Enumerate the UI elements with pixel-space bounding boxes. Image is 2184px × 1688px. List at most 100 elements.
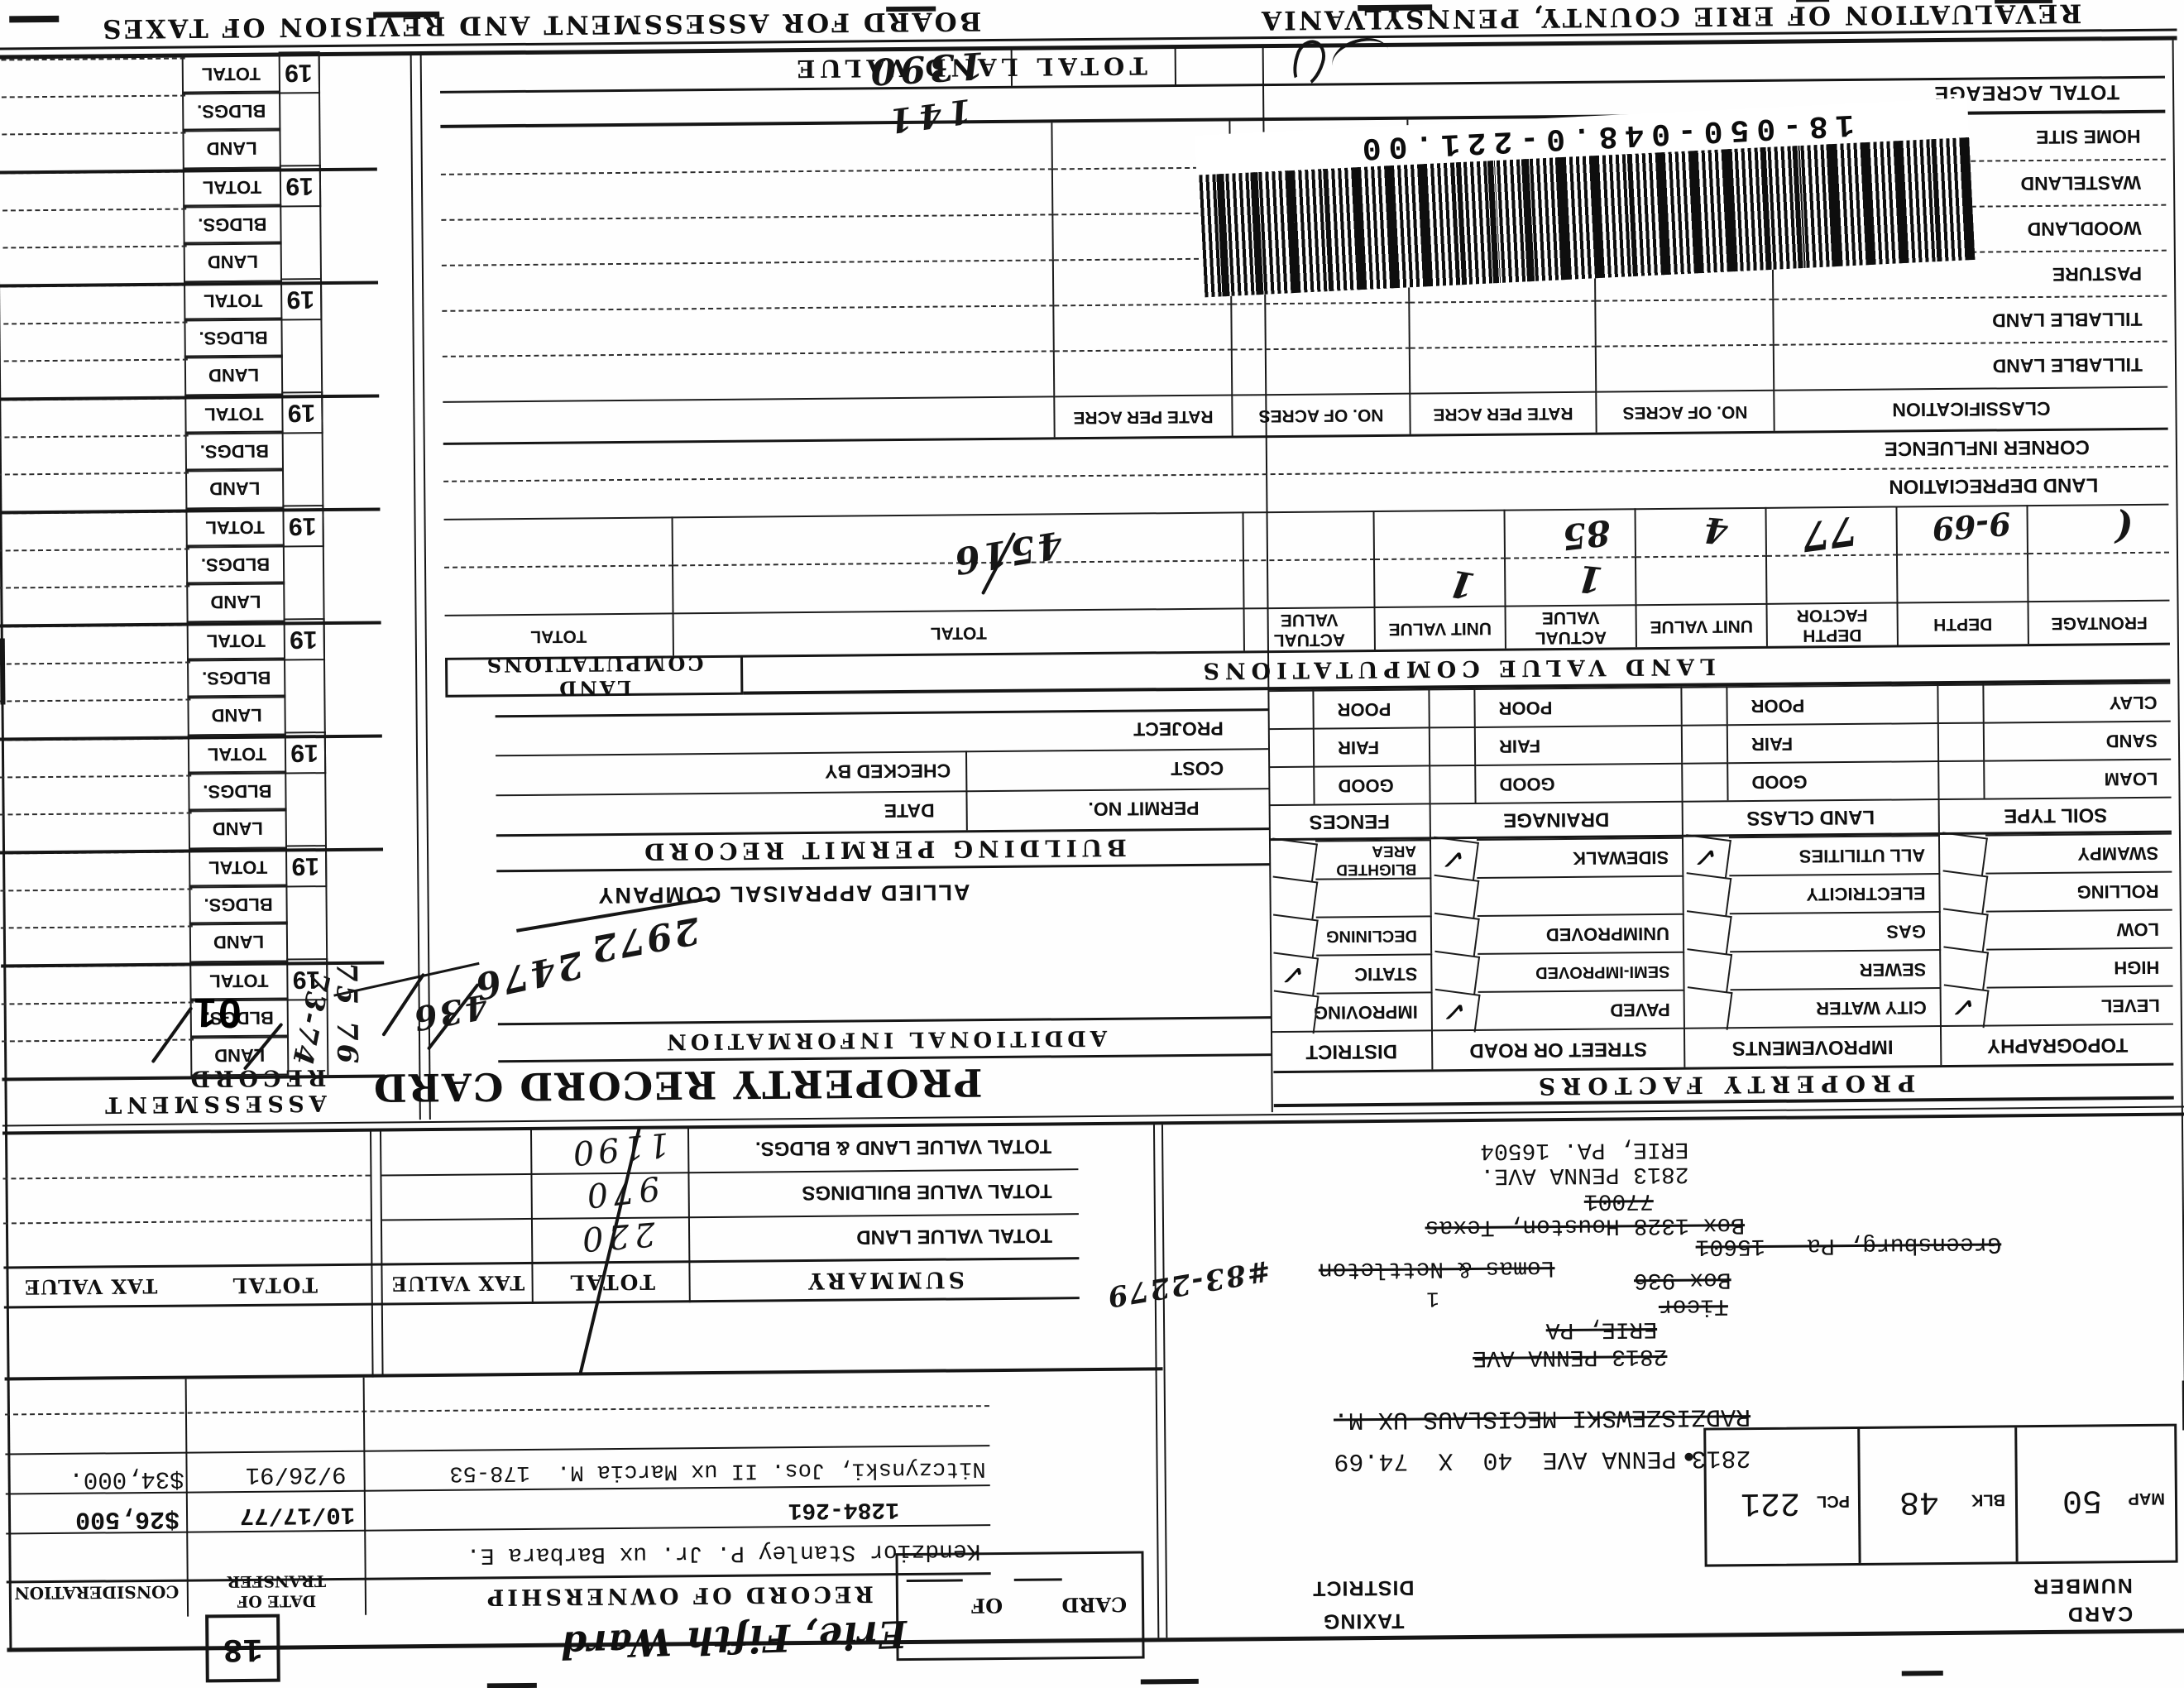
tlv-cell-line-2: [1174, 46, 1176, 85]
pcl-value: 221: [1740, 1483, 1801, 1522]
class-cell: [1054, 303, 1233, 351]
divider-address-1: [1161, 1125, 1168, 1638]
factor-check: [1682, 910, 1732, 954]
factor-label: STATIC: [1316, 953, 1433, 993]
comp-col: ACTUAL VALUE: [1506, 604, 1637, 649]
assessment-label: BLDGS.: [188, 770, 287, 813]
assessment-group: 19 LAND BLDGS. TOTAL: [0, 845, 385, 968]
scan-artifact: [1901, 1671, 1943, 1676]
address-line: ERIE, PA. 16504: [1480, 1135, 1689, 1163]
soil-type: SAND: [1984, 720, 2172, 760]
address-line: Box 1328 Houston, Texas: [1425, 1211, 1746, 1240]
factor-check: [1429, 874, 1480, 918]
class-cell: [1232, 301, 1410, 349]
soil-drainage: GOOD: [1476, 762, 1684, 803]
factor-check: [1269, 990, 1320, 1034]
soil-col-class: LAND CLASS: [1683, 798, 1940, 837]
assessment-group: 19 LAND BLDGS. TOTAL: [0, 51, 377, 175]
ward-stamp: Erie, Fifth Ward: [559, 1611, 908, 1667]
band1-divider: [4, 1367, 1163, 1381]
factor-label: IMPROVING: [1314, 991, 1433, 1031]
factors-col-district: DISTRICT: [1271, 1029, 1434, 1072]
summary-ext-tax: TAX VALUE: [23, 1273, 158, 1300]
owner-row-3: Nitczynski, Jos. II ux Marcia M. 178-53: [449, 1455, 986, 1485]
assessment-value-line: [0, 585, 190, 589]
comp-col: DEPTH FACTOR: [1767, 602, 1899, 646]
assessment-label: LAND: [186, 581, 285, 623]
soil-col-drainage: DRAINAGE: [1430, 800, 1684, 840]
blk-value: 48: [1899, 1482, 1940, 1520]
address-line: 1: [1426, 1286, 1439, 1312]
assessment-label: TOTAL: [188, 846, 288, 889]
address-line: 77001: [1583, 1187, 1654, 1214]
permit-date-label: DATE: [884, 799, 935, 822]
stamp-01: 01: [191, 989, 242, 1038]
permit-checked-by-label: CHECKED BY: [825, 760, 951, 783]
factor-check: ✓: [1681, 834, 1731, 878]
divider-main-assessment-2: [410, 54, 421, 1120]
assessment-side-col: [318, 167, 379, 282]
assessment-year: 19: [278, 51, 321, 94]
comp-cell: [1243, 511, 1376, 560]
factors-col-topography: TOPOGRAPHY: [1941, 1023, 2174, 1066]
assessment-side-col: [318, 54, 377, 169]
summary-ext-total: TOTAL: [231, 1273, 318, 1298]
factor-label: PAVED: [1478, 989, 1685, 1029]
assessment-label: TOTAL: [187, 733, 287, 775]
permit-divider: [965, 750, 968, 791]
factors-row: LEVEL ✓ CITY WATER PAVED ✓ IMPROVING: [1269, 984, 2173, 1034]
factor-label: SEWER: [1730, 949, 1942, 990]
factor-check: [1938, 908, 1989, 952]
class-cell: [441, 213, 1054, 265]
card-of-blank-1: [1013, 1578, 1062, 1581]
assessment-value-line: [0, 548, 189, 552]
scan-artifact: [9, 15, 60, 23]
class-cell: [1054, 348, 1233, 396]
assessment-label: TOTAL: [186, 620, 286, 662]
assessment-value-line: [0, 94, 186, 98]
soil-check: [1683, 762, 1729, 801]
permit-row-1: PERMIT NO. DATE: [496, 788, 1270, 835]
divider-summary-1: [379, 1129, 384, 1378]
comp-col: UNIT VALUE: [1375, 605, 1506, 650]
parcel-owner-struck: RADZISZEWSKI MECISLAUS UX M.: [1333, 1402, 1751, 1434]
transfer-date-2: 9/26/91: [245, 1460, 347, 1489]
soil-check: [1939, 760, 1985, 799]
assessment-label: TOTAL: [181, 53, 281, 95]
factor-label: BLIGHTED AREA: [1315, 839, 1432, 879]
summary-ext-rule-2: [2, 1174, 371, 1180]
owner-row-1: Kendzior Stanley P. Jr. ux Barbara E.: [466, 1537, 981, 1568]
factor-check: [1682, 948, 1733, 992]
soil-check: [1269, 765, 1315, 805]
comp-cell: [443, 516, 674, 567]
factors-header-row: TOPOGRAPHY IMPROVEMENTS STREET OR ROAD D…: [1271, 1023, 2174, 1072]
permit-cost-label: COST: [1171, 757, 1224, 780]
assessment-label: LAND: [188, 808, 288, 850]
assessment-value-line: [0, 57, 185, 61]
factor-check: [1430, 912, 1480, 957]
address-line: ERIE, PA: [1545, 1316, 1658, 1343]
summary-row-label-2: TOTAL VALUE BUILDINGS: [802, 1179, 1052, 1205]
factor-label: ALL UTILITIES: [1728, 835, 1941, 875]
soil-check: [1430, 726, 1477, 765]
factor-check: [1267, 837, 1318, 882]
hand-depth: 9-69: [1930, 505, 2013, 549]
summary-title: SUMMARY: [805, 1266, 965, 1294]
assessment-label: LAND: [185, 468, 285, 510]
soil-check: [1682, 724, 1729, 763]
permit-divider: [965, 790, 968, 831]
factors-row: ROLLING ELECTRICITY: [1267, 870, 2172, 920]
assessment-label: BLDGS.: [185, 544, 285, 586]
corner-box-18: 18: [205, 1614, 280, 1683]
soil-check: [1430, 764, 1477, 803]
land-depreciation-label: LAND DEPRECIATION: [1889, 473, 2099, 498]
hand-frontage: (: [2115, 506, 2134, 551]
transfer-date-1: 10/17/77: [239, 1500, 356, 1530]
factor-check: [1937, 870, 1989, 914]
map-cell: MAP 50: [2017, 1427, 2175, 1562]
assessment-label: BLDGS.: [184, 317, 283, 359]
assessment-value-line: [0, 358, 188, 362]
soil-class: GOOD: [1728, 760, 1940, 801]
factor-check: [1268, 914, 1319, 958]
class-label: TILLABLE LAND: [1774, 340, 2168, 390]
